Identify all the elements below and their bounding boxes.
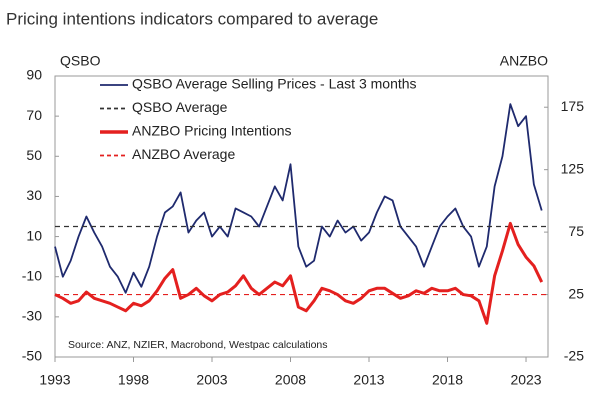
x-tick-label: 2008 bbox=[275, 372, 306, 388]
y-tick-label: 30 bbox=[26, 187, 42, 203]
y-tick-label: 90 bbox=[26, 67, 42, 83]
y-tick-label: -10 bbox=[22, 267, 42, 283]
y2-tick-label: 175 bbox=[561, 98, 585, 114]
chart-title: Pricing intentions indicators compared t… bbox=[6, 9, 378, 28]
y2-tick-label: 25 bbox=[568, 285, 584, 301]
y-axis-label: QSBO bbox=[60, 53, 101, 69]
x-tick-label: 1993 bbox=[39, 372, 70, 388]
legend-label: QSBO Average Selling Prices - Last 3 mon… bbox=[132, 76, 417, 92]
x-tick-label: 2013 bbox=[353, 372, 384, 388]
legend-label: QSBO Average bbox=[132, 99, 228, 115]
plot-frame bbox=[54, 75, 549, 358]
y-tick-label: 10 bbox=[26, 227, 42, 243]
y2-tick-label: 125 bbox=[561, 160, 585, 176]
series-line bbox=[54, 221, 544, 325]
y2-axis-label: ANZBO bbox=[500, 53, 548, 69]
series-line bbox=[54, 103, 543, 294]
x-tick-label: 2018 bbox=[432, 372, 463, 388]
x-tick-label: 1998 bbox=[118, 372, 149, 388]
x-tick-label: 2023 bbox=[510, 372, 541, 388]
y-tick-label: -50 bbox=[22, 348, 42, 364]
y2-tick-label: 75 bbox=[568, 223, 584, 239]
y2-tick-label: -25 bbox=[564, 348, 584, 364]
source-note: Source: ANZ, NZIER, Macrobond, Westpac c… bbox=[68, 339, 328, 351]
y-tick-label: 50 bbox=[26, 147, 42, 163]
y-tick-label: -30 bbox=[22, 308, 42, 324]
legend-label: ANZBO Pricing Intentions bbox=[132, 123, 292, 139]
legend-label: ANZBO Average bbox=[132, 146, 235, 162]
x-tick-label: 2003 bbox=[196, 372, 227, 388]
y-tick-label: 70 bbox=[26, 107, 42, 123]
